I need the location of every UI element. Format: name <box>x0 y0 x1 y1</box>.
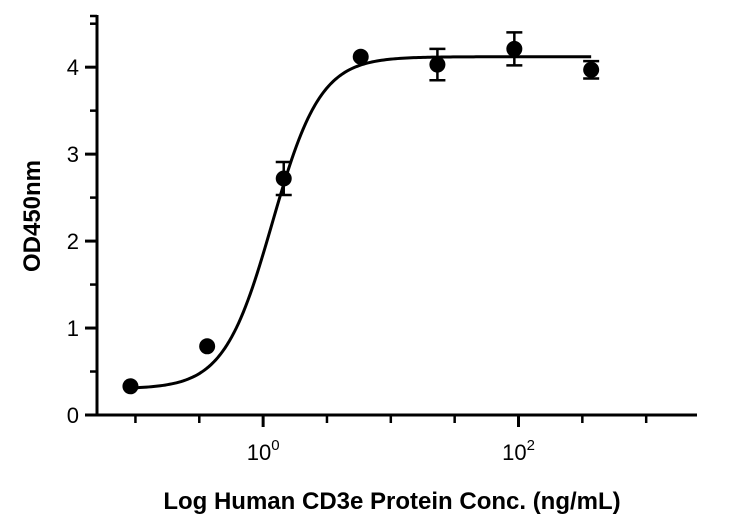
y-tick-label: 2 <box>67 229 79 254</box>
fit-curve-group <box>130 55 592 390</box>
y-tick-label: 3 <box>67 142 79 167</box>
x-tick-label: 100 <box>247 437 280 465</box>
data-point <box>429 56 446 73</box>
data-point <box>352 48 369 65</box>
data-point <box>199 338 216 355</box>
y-tick-label: 4 <box>67 55 79 80</box>
y-tick-label: 0 <box>67 403 79 428</box>
data-point <box>122 378 139 395</box>
y-tick-label: 1 <box>67 316 79 341</box>
y-axis: 0 1 2 3 4 <box>67 14 99 428</box>
x-axis: 100 102 <box>97 413 697 465</box>
y-axis-title: OD450nm <box>19 160 46 272</box>
data-point <box>275 170 292 187</box>
data-point <box>506 40 523 57</box>
x-axis-title: Log Human CD3e Protein Conc. (ng/mL) <box>163 488 620 515</box>
data-points <box>122 31 600 395</box>
fit-curve <box>130 55 592 390</box>
x-tick-label: 102 <box>502 437 535 465</box>
data-point <box>583 61 600 78</box>
